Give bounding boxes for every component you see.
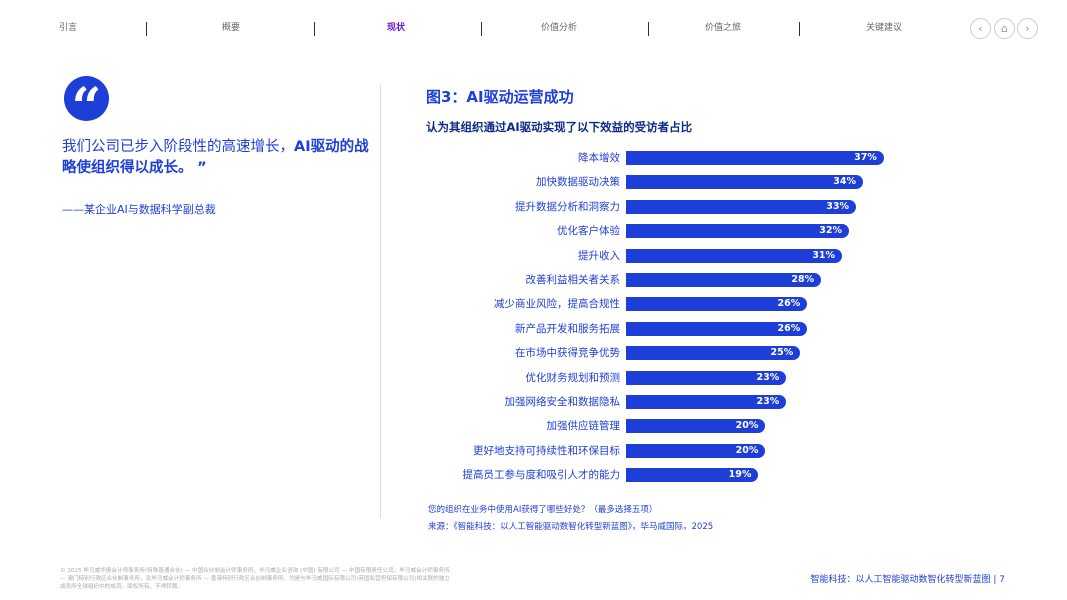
quote-attribution: ——某企业AI与数据科学副总裁 xyxy=(62,203,216,216)
nav-divider xyxy=(481,22,482,36)
nav-tab-value-journey[interactable]: 价值之旅 xyxy=(704,23,741,33)
vertical-divider xyxy=(380,84,381,518)
category-label: 减少商业风险，提高合规性 xyxy=(494,298,620,311)
figure-title: 图3：AI驱动运营成功 xyxy=(426,88,574,106)
data-label: 26% xyxy=(777,298,801,310)
home-icon[interactable]: ⌂ xyxy=(994,18,1015,39)
nav-tab-value-analysis[interactable]: 价值分析 xyxy=(540,23,577,33)
nav-tab-recommendations[interactable]: 关键建议 xyxy=(865,23,902,33)
data-label: 23% xyxy=(756,396,780,407)
close-quote-mark: ” xyxy=(197,160,207,176)
category-label: 降本增效 xyxy=(578,152,620,164)
category-label: 加快数据驱动决策 xyxy=(536,176,620,189)
bar: 34% xyxy=(626,175,863,190)
data-label: 33% xyxy=(826,200,849,212)
category-label: 加强供应链管理 xyxy=(546,420,621,433)
data-label: 31% xyxy=(812,249,836,261)
page-number: 7 xyxy=(999,575,1005,585)
chevron-left-icon[interactable]: ‹ xyxy=(970,18,991,39)
footer: 智能科技：以人工智能驱动数智化转型新蓝图 | 7 xyxy=(810,575,1005,585)
data-label: 34% xyxy=(833,176,856,188)
category-label: 提高员工参与度和吸引人才的能力 xyxy=(462,469,621,482)
data-label: 20% xyxy=(735,444,759,456)
chevron-right-icon[interactable]: › xyxy=(1017,18,1038,39)
nav-tab-summary[interactable]: 概要 xyxy=(221,23,240,33)
category-label: 在市场中获得竞争优势 xyxy=(515,347,620,360)
data-label: 23% xyxy=(756,371,780,383)
quote-normal: 我们公司已步入阶段性的高速增长， xyxy=(62,139,294,155)
category-label: 优化客户体验 xyxy=(557,225,620,238)
bar: 20% xyxy=(626,419,766,434)
bar: 23% xyxy=(626,370,787,385)
footer-doc-title: 智能科技：以人工智能驱动数智化转型新蓝图 xyxy=(810,575,991,585)
source-note: 来源：《智能科技：以人工智能驱动数智化转型新蓝图》，毕马威国际，2025 xyxy=(428,522,714,532)
bar: 25% xyxy=(626,346,801,361)
data-label: 20% xyxy=(735,420,759,432)
bar: 20% xyxy=(626,443,766,458)
survey-question: 您的组织在业务中使用AI获得了哪些好处？（最多选择五项） xyxy=(428,505,658,515)
bar: 32% xyxy=(626,224,850,239)
nav-tab-status[interactable]: 现状 xyxy=(386,23,405,33)
data-label: 19% xyxy=(728,469,752,481)
data-label: 25% xyxy=(770,347,794,359)
category-label: 加强网络安全和数据隐私 xyxy=(504,396,621,408)
category-label: 更好地支持可持续性和环保目标 xyxy=(473,444,620,457)
nav-divider xyxy=(146,22,147,36)
top-nav: 引言 概要 现状 价值分析 价值之旅 关键建议 xyxy=(0,20,960,38)
nav-tab-intro[interactable]: 引言 xyxy=(58,23,77,33)
bar: 33% xyxy=(626,199,856,214)
data-label: 37% xyxy=(854,152,877,163)
category-label: 新产品开发和服务拓展 xyxy=(515,322,620,335)
bar: 23% xyxy=(626,395,787,409)
bar: 26% xyxy=(626,297,808,312)
category-label: 提升数据分析和洞察力 xyxy=(515,200,620,213)
bar: 19% xyxy=(626,468,759,483)
nav-divider xyxy=(799,22,800,36)
bar: 28% xyxy=(626,273,822,287)
category-label: 提升收入 xyxy=(578,249,620,262)
category-label: 优化财务规划和预测 xyxy=(525,371,621,384)
quote-bold: AI驱动的战略使组织得以成长。 xyxy=(62,139,369,176)
data-label: 32% xyxy=(819,225,843,237)
figure-subtitle: 认为其组织通过AI驱动实现了以下效益的受访者占比 xyxy=(426,120,693,134)
bar: 37% xyxy=(626,151,884,165)
legal-text: © 2025 毕马威华振会计师事务所(特殊普通合伙) — 中国合伙制会计师事务所… xyxy=(60,568,451,590)
quote-text: 我们公司已步入阶段性的高速增长，AI驱动的战略使组织得以成长。 ” xyxy=(62,137,372,179)
bar: 31% xyxy=(626,248,843,263)
data-label: 26% xyxy=(777,322,801,334)
bar: 26% xyxy=(626,321,808,336)
nav-divider xyxy=(648,22,649,36)
quote-icon: “ xyxy=(64,76,109,138)
category-label: 改善利益相关者关系 xyxy=(525,274,621,286)
data-label: 28% xyxy=(791,274,815,285)
nav-divider xyxy=(314,22,315,36)
